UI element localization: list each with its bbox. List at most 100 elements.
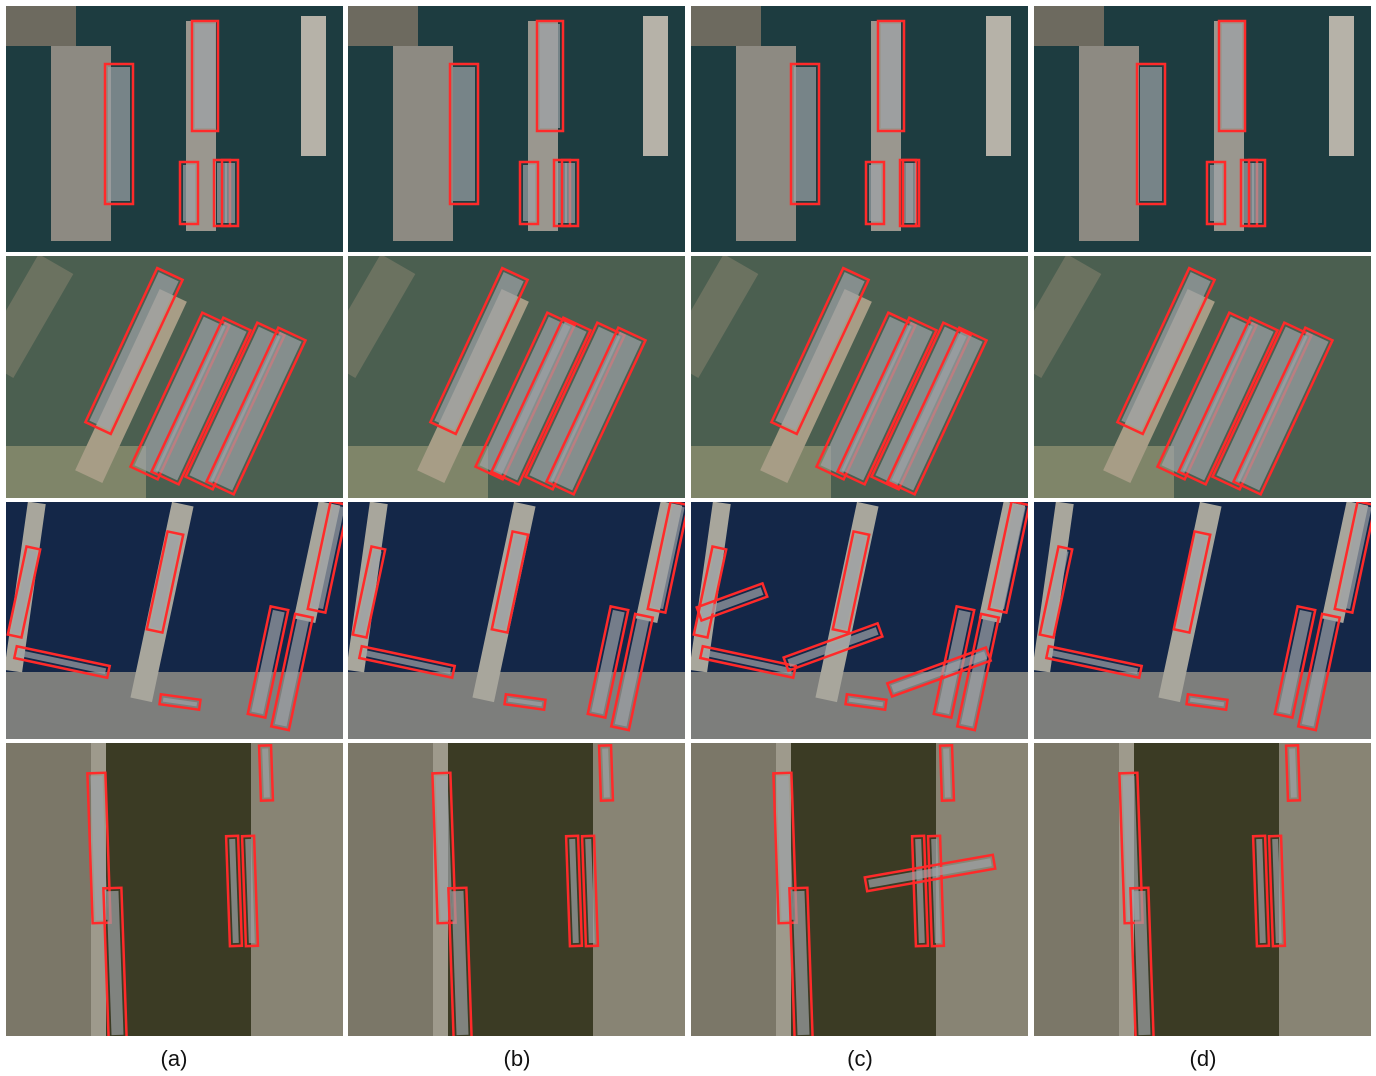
detection-box (240, 834, 260, 948)
land (643, 16, 668, 156)
ship (1278, 609, 1312, 715)
image-panel (691, 502, 1028, 739)
panel-content (6, 743, 343, 1036)
land (301, 16, 326, 156)
land (1034, 446, 1174, 498)
land (1079, 46, 1139, 241)
ship (787, 627, 879, 667)
image-panel (6, 743, 343, 1036)
image-panel (691, 256, 1028, 498)
detection-box (1231, 325, 1335, 497)
land (1034, 743, 1119, 1036)
detection-box (246, 604, 290, 720)
ship (891, 651, 987, 693)
ship (11, 550, 37, 634)
ship (775, 272, 865, 430)
ship (848, 697, 884, 707)
ship (150, 534, 180, 630)
detection-box (1176, 315, 1280, 487)
ship (1177, 534, 1207, 630)
land (936, 743, 1028, 1036)
detection-box (190, 19, 220, 133)
ship (591, 609, 625, 715)
detection-box (1038, 545, 1074, 639)
land (1034, 256, 1102, 378)
land (760, 289, 872, 483)
ship (108, 67, 130, 201)
detection-box (782, 621, 884, 673)
detection-box (586, 604, 630, 720)
caption: (b) (504, 1046, 531, 1071)
land (6, 6, 76, 46)
ship (585, 838, 595, 944)
land (691, 743, 776, 1036)
ship (245, 838, 255, 944)
ship (183, 165, 195, 221)
detection-box (863, 853, 997, 893)
land (348, 743, 433, 1036)
ship (703, 649, 793, 675)
ship (495, 534, 525, 630)
ship (155, 321, 247, 481)
detection-box (1273, 604, 1317, 720)
detection-box (1205, 160, 1227, 226)
ship (1121, 272, 1211, 430)
ship (311, 504, 343, 610)
ship (569, 838, 579, 944)
ship (1301, 617, 1337, 727)
land (6, 743, 91, 1036)
ship (274, 617, 310, 727)
detection-box (447, 886, 473, 1036)
detection-box (769, 266, 871, 436)
ship (792, 890, 810, 1036)
detection-box (431, 771, 457, 925)
ship (162, 697, 198, 707)
detection-box (1217, 19, 1247, 133)
detection-box (876, 19, 906, 133)
ship (776, 775, 794, 921)
land (348, 446, 488, 498)
detection-box (1333, 502, 1371, 615)
ship (651, 504, 685, 610)
detection-box (357, 644, 457, 680)
image-panel (1034, 6, 1371, 252)
ship (841, 321, 933, 481)
image-panel (1034, 502, 1371, 739)
ship (565, 163, 575, 223)
detection-box (597, 744, 615, 802)
detection-box (646, 502, 685, 615)
ship (794, 67, 816, 201)
detection-box (257, 744, 275, 802)
land (691, 446, 831, 498)
ship (1338, 504, 1371, 610)
detection-box (864, 160, 886, 226)
detection-box (1129, 886, 1155, 1036)
caption: (c) (847, 1046, 873, 1071)
detection-box (910, 834, 930, 948)
ship (891, 331, 983, 491)
land (736, 46, 796, 241)
panel-content (691, 256, 1028, 498)
ship (937, 609, 971, 715)
detection-box (1247, 158, 1267, 228)
land (348, 256, 416, 378)
detection-box (789, 62, 821, 206)
panel-content (1034, 256, 1371, 498)
ship (836, 534, 866, 630)
detection-box (901, 158, 921, 228)
ship (1256, 838, 1266, 944)
ship (992, 504, 1026, 610)
image-panel (6, 6, 343, 252)
detection-box (306, 502, 343, 615)
caption: (a) (161, 1046, 188, 1071)
detection-box (1118, 771, 1144, 925)
ship (210, 331, 302, 491)
ship (820, 316, 912, 476)
detection-box (926, 834, 946, 948)
ship (1222, 24, 1242, 128)
ship (540, 24, 560, 128)
panel-content (1034, 502, 1371, 739)
ship (17, 649, 107, 675)
ship (229, 838, 239, 944)
